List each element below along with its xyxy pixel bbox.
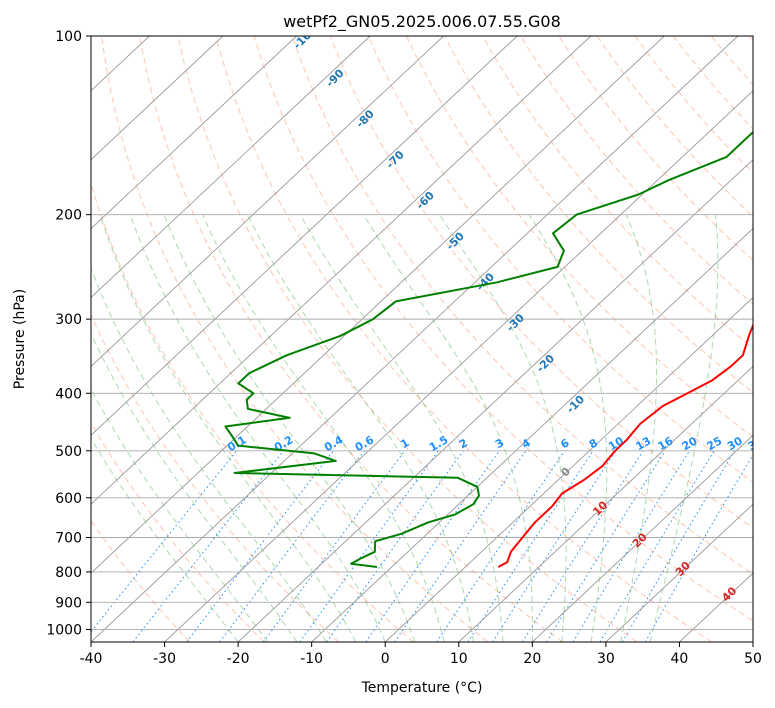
mixing-ratio-line xyxy=(132,450,284,642)
moist-adiabat xyxy=(91,332,298,642)
mixing-ratio-line xyxy=(522,450,644,642)
moist-adiabat xyxy=(129,214,386,642)
x-tick-label: 30 xyxy=(597,651,615,667)
isotherm xyxy=(752,641,753,642)
mixing-ratio-line xyxy=(436,450,566,642)
plot-background xyxy=(91,36,753,642)
dry-adiabat xyxy=(177,36,638,642)
chart-title: wetPf2_GN05.2025.006.07.55.G08 xyxy=(283,12,561,32)
moist-adiabat xyxy=(99,214,357,642)
x-tick-label: 0 xyxy=(381,651,390,667)
x-tick-label: 40 xyxy=(671,651,689,667)
isotherm xyxy=(91,36,224,161)
x-tick-label: -20 xyxy=(227,651,250,667)
isotherm xyxy=(0,36,2,642)
mixing-ratio-line xyxy=(492,450,617,642)
axis-ticks: -40 -30 -20 -10 0 10 20 30 40 50 100 200 300 400 500 60… xyxy=(46,29,762,667)
mixing-ratio-line xyxy=(622,450,736,642)
moist-adiabat xyxy=(620,214,657,642)
mixing-ratio-line xyxy=(467,450,594,642)
x-tick-label: 20 xyxy=(523,651,541,667)
mixing-ratio-line xyxy=(572,450,690,642)
y-tick-label: 100 xyxy=(55,29,82,45)
temperature-profile xyxy=(497,322,753,568)
dry-adiabat xyxy=(215,36,713,642)
mixing-ratio-line xyxy=(546,450,666,642)
isotherm xyxy=(91,36,592,505)
dry-adiabat xyxy=(91,421,265,642)
mixing-ratio-line xyxy=(599,450,715,642)
isotherm xyxy=(237,159,753,642)
dry-adiabat xyxy=(291,36,753,575)
moist-adiabat xyxy=(363,214,533,642)
plot-frame xyxy=(90,35,754,643)
y-tick-label: 200 xyxy=(55,208,82,224)
isotherm xyxy=(605,503,753,642)
y-axis-title: Pressure (hPa) xyxy=(12,289,28,389)
x-tick-label: -40 xyxy=(80,651,103,667)
y-tick-label: 800 xyxy=(55,565,82,581)
profile-series xyxy=(224,130,753,568)
y-tick-label: 500 xyxy=(55,444,82,460)
isotherm xyxy=(532,434,753,642)
isotherm xyxy=(91,36,518,436)
isotherm xyxy=(91,36,444,367)
isotherm xyxy=(164,90,753,642)
isotherm xyxy=(91,36,739,642)
isotherm xyxy=(384,296,753,642)
mixing-ratio-label: 36 xyxy=(746,434,766,453)
mixing-ratio-line xyxy=(91,450,238,633)
background-lines xyxy=(0,36,753,642)
moist-adiabat xyxy=(439,214,567,642)
y-tick-label: 900 xyxy=(55,595,82,611)
mixing-ratio-line xyxy=(326,450,464,642)
moist-adiabat xyxy=(163,214,416,642)
y-tick-label: 700 xyxy=(55,531,82,547)
x-tick-label: 10 xyxy=(450,651,468,667)
isotherm xyxy=(458,365,753,642)
moist-adiabat xyxy=(91,266,327,642)
mixing-ratio-line xyxy=(219,450,365,642)
x-tick-label: -10 xyxy=(300,651,323,667)
dewpoint-profile xyxy=(224,130,753,568)
dry-adiabat xyxy=(101,36,489,642)
moist-adiabat xyxy=(649,214,719,642)
moist-adiabat xyxy=(528,214,608,642)
dry-adiabat xyxy=(329,36,753,529)
isotherm xyxy=(91,36,297,230)
moist-adiabat xyxy=(202,214,445,642)
y-tick-label: 600 xyxy=(55,491,82,507)
isotherm xyxy=(91,36,371,299)
moist-adiabat xyxy=(247,214,474,642)
dry-adiabat xyxy=(91,313,340,642)
y-tick-label: 1000 xyxy=(46,622,82,638)
y-tick-label: 400 xyxy=(55,386,82,402)
x-tick-label: -30 xyxy=(153,651,176,667)
x-tick-label: 50 xyxy=(744,651,762,667)
y-tick-label: 300 xyxy=(55,312,82,328)
mixing-ratio-line xyxy=(365,450,500,642)
isotherm xyxy=(91,36,665,574)
isotherm xyxy=(311,227,753,642)
x-axis-title: Temperature (°C) xyxy=(361,680,483,696)
